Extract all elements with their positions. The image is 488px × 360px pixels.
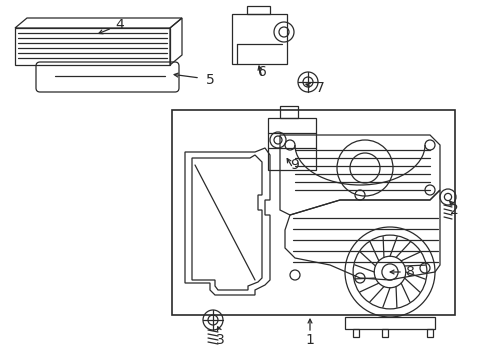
Text: 8: 8 (405, 265, 414, 279)
Text: 4: 4 (115, 18, 124, 32)
Bar (352, 329, 358, 337)
Bar (231, 14, 286, 64)
Text: 5: 5 (205, 73, 214, 87)
Text: 2: 2 (448, 203, 457, 217)
Text: 1: 1 (305, 333, 314, 347)
Text: 6: 6 (257, 65, 266, 79)
Bar (426, 329, 432, 337)
Bar (246, 6, 269, 14)
Bar (280, 106, 297, 118)
Text: 3: 3 (215, 333, 224, 347)
Text: 9: 9 (290, 158, 299, 172)
Bar (345, 317, 434, 329)
Bar (381, 329, 387, 337)
Bar (172, 110, 454, 315)
Text: 7: 7 (315, 81, 324, 95)
Bar (267, 118, 315, 170)
